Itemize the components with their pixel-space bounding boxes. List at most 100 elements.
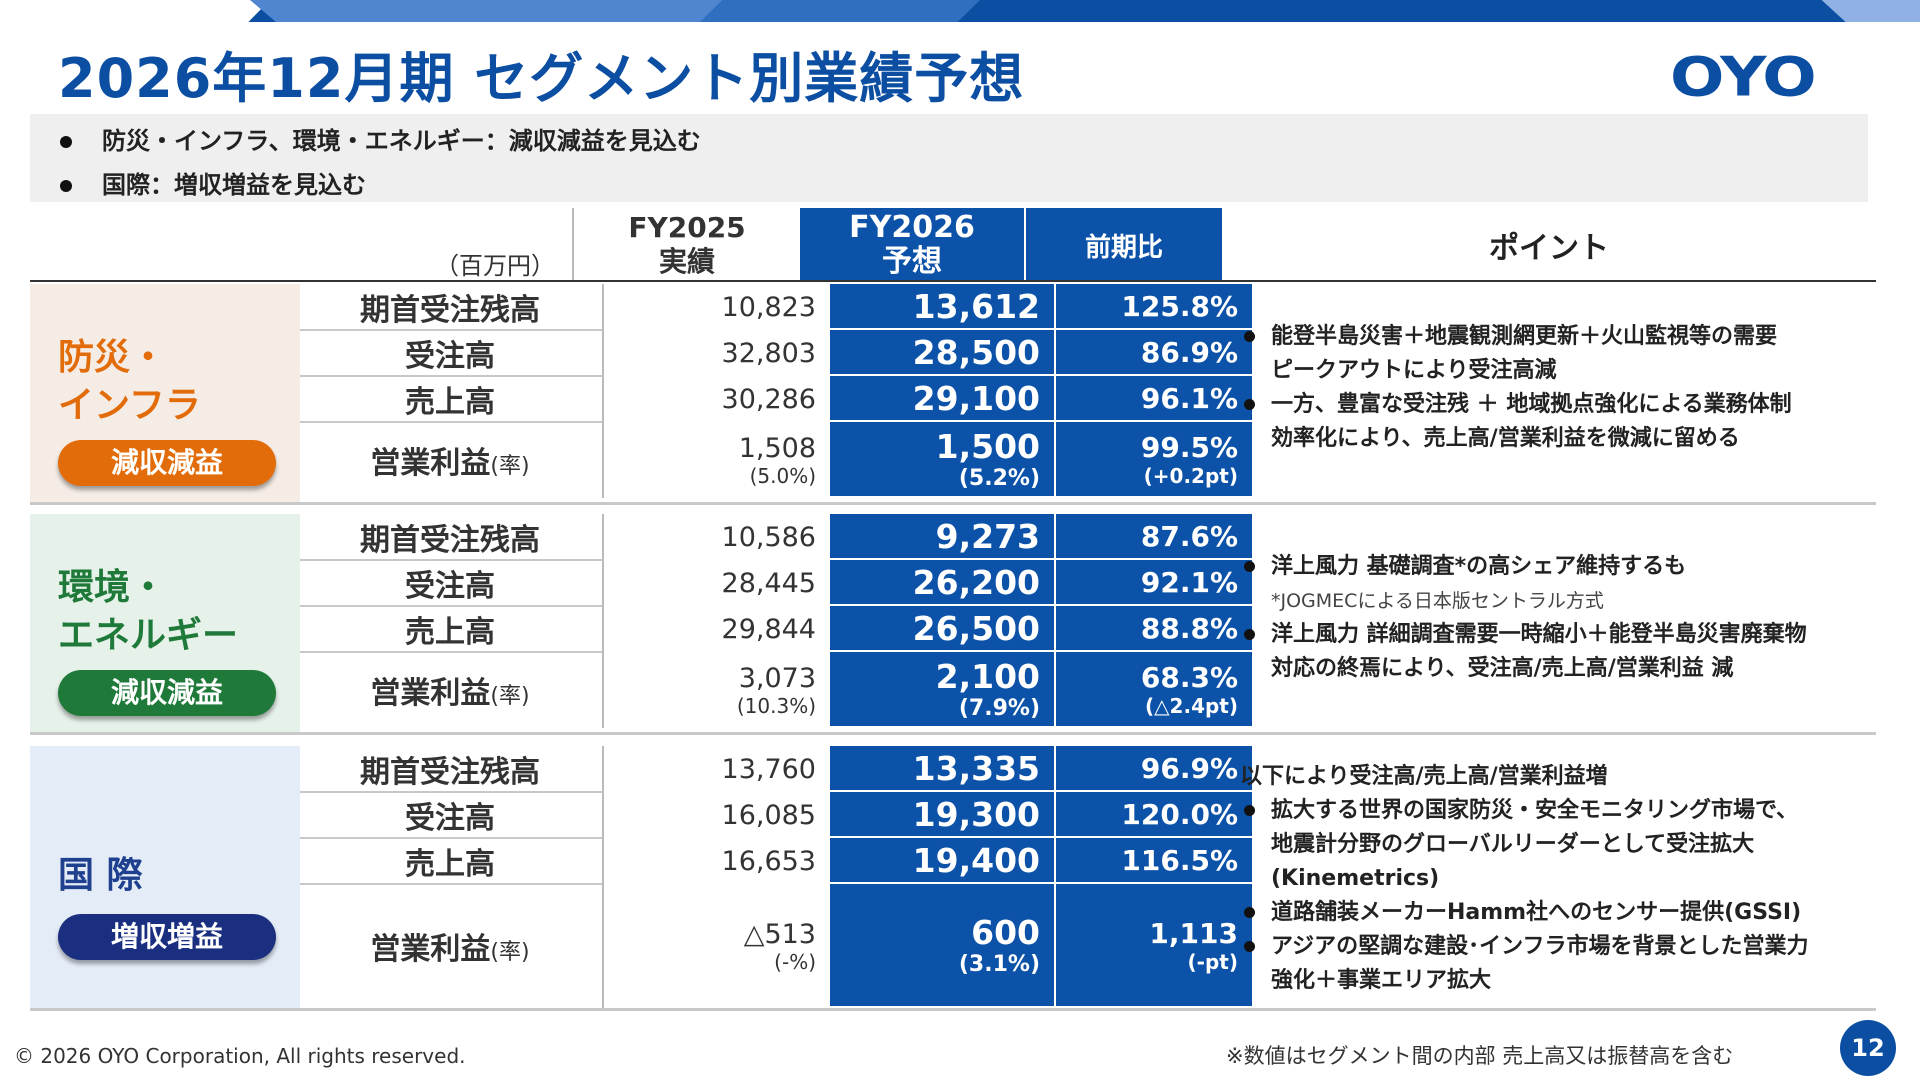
metric-label: 売上高 (300, 606, 600, 652)
point-text: *JOGMECによる日本版セントラル方式 (1271, 590, 1604, 612)
fy2026-cell-value: 13,335 (912, 748, 1040, 788)
yoy-cell-value: 99.5% (1140, 430, 1238, 464)
yoy-cell-subvalue: (△2.4pt) (1145, 693, 1238, 718)
point-text: 能登半島災害＋地震観測網更新＋火山監視等の需要 (1271, 324, 1778, 349)
fy2025-header: FY2025 実績 (572, 208, 800, 282)
fy2026-cell-value: 26,500 (912, 608, 1040, 648)
metric-label: 営業利益(率) (300, 884, 600, 1008)
point-line: 地震計分野のグローバルリーダーとして受注拡大 (1240, 828, 1808, 862)
fy2025-cell: 1,508 (5.0%) (602, 422, 828, 498)
fy2025-cell-value: 28,445 (721, 567, 816, 599)
fy2026-cell-value: 1,500 (935, 426, 1040, 466)
metric-label: 受注高 (300, 792, 600, 838)
fy2025-cell: 3,073 (10.3%) (602, 652, 828, 728)
metric-label-wrap: 営業利益(率) (370, 438, 529, 482)
segment-label-panel: 国 際増収増益 (30, 746, 300, 1010)
fy2026-cell-value: 28,500 (912, 332, 1040, 372)
page-number: 12 (1840, 1020, 1896, 1076)
metric-label: 売上高 (300, 838, 600, 884)
point-line: *JOGMECによる日本版セントラル方式 (1240, 584, 1807, 618)
metric-label-text: 営業利益 (370, 446, 491, 481)
fy2025-cell-value: 30,286 (721, 383, 816, 415)
metric-label: 売上高 (300, 376, 600, 422)
fy2026-cell: 29,100 (830, 376, 1054, 420)
metric-label-text: 営業利益 (370, 676, 491, 711)
yoy-cell: 116.5% (1056, 838, 1252, 882)
point-text: 地震計分野のグローバルリーダーとして受注拡大 (1271, 832, 1755, 857)
fy2025-cell: △513 (-%) (602, 884, 828, 1008)
point-text: 強化＋事業エリア拡大 (1271, 968, 1492, 993)
yoy-cell-value: 68.3% (1140, 660, 1238, 694)
metric-label: 営業利益(率) (300, 652, 600, 728)
rate-suffix: (率) (490, 454, 530, 479)
fy2026-cell-value: 19,300 (912, 794, 1040, 834)
fy2026-cell-value: 600 (971, 912, 1040, 952)
yoy-cell-value: 1,113 (1149, 916, 1238, 950)
segment-points: 以下により受注高/売上高/営業利益増 拡大する世界の国家防災・安全モニタリング市場… (1240, 760, 1808, 998)
metric-label-text: 受注高 (405, 801, 495, 836)
yoy-cell: 96.1% (1056, 376, 1252, 420)
fy2026-cell-value: 19,400 (912, 840, 1040, 880)
summary-box: 防災・インフラ、環境・エネルギー：減収減益を見込む 国際：増収増益を見込む (30, 114, 1868, 202)
fy2025-cell: 16,653 (602, 838, 828, 884)
yoy-cell-value: 92.1% (1140, 565, 1238, 599)
point-line: 以下により受注高/売上高/営業利益増 (1240, 760, 1808, 794)
point-line: 強化＋事業エリア拡大 (1240, 964, 1808, 998)
fy2026-cell: 19,400 (830, 838, 1054, 882)
fy2026-cell-subvalue: (5.2%) (958, 465, 1040, 491)
metric-label-text: 売上高 (405, 615, 495, 650)
fy2026-header: FY2026 予想 (800, 208, 1024, 282)
yoy-cell: 1,113 (-pt) (1056, 884, 1252, 1006)
yoy-cell: 96.9% (1056, 746, 1252, 790)
fy2026-cell-value: 9,273 (935, 516, 1040, 556)
segment-badge: 減収減益 (58, 440, 276, 486)
section-divider (30, 502, 1876, 505)
yoy-cell-value: 88.8% (1140, 611, 1238, 645)
fy2025-cell-value: 16,085 (721, 799, 816, 831)
metric-label-text: 期首受注残高 (360, 523, 540, 558)
fy2026-cell-value: 2,100 (935, 656, 1040, 696)
yoy-header: 前期比 (1026, 208, 1222, 282)
yoy-cell: 99.5% (+0.2pt) (1056, 422, 1252, 496)
fy2025-cell: 30,286 (602, 376, 828, 422)
fy2025-cell-value: 13,760 (721, 753, 816, 785)
point-text: 対応の終焉により、受注高/売上高/営業利益 減 (1271, 656, 1734, 681)
fy2025-cell-value: 29,844 (721, 613, 816, 645)
fy2026-cell-value: 26,200 (912, 562, 1040, 602)
fy2025-cell-subvalue: (5.0%) (749, 463, 816, 488)
segment-name: 環境・ エネルギー (58, 567, 239, 656)
fy2026-cell: 28,500 (830, 330, 1054, 374)
segment-label-panel: 環境・ エネルギー 減収減益 (30, 514, 300, 734)
yoy-cell: 87.6% (1056, 514, 1252, 558)
row-divider (300, 837, 602, 839)
summary-item: 防災・インフラ、環境・エネルギー：減収減益を見込む (60, 121, 701, 156)
summary-text: 防災・インフラ、環境・エネルギー：減収減益を見込む (102, 127, 701, 155)
metric-label-text: 売上高 (405, 847, 495, 882)
fy2026-cell-value: 13,612 (912, 286, 1040, 326)
metric-label-text: 期首受注残高 (360, 755, 540, 790)
yoy-cell: 125.8% (1056, 284, 1252, 328)
row-divider (300, 883, 602, 885)
fy2026-cell-subvalue: (3.1%) (958, 951, 1040, 977)
fy2026-cell: 600 (3.1%) (830, 884, 1054, 1006)
yoy-cell-value: 120.0% (1121, 797, 1238, 831)
point-text: 一方、豊富な受注残 ＋ 地域拠点強化による業務体制 (1271, 392, 1792, 417)
point-text: アジアの堅調な建設･インフラ市場を背景とした営業力 (1271, 934, 1809, 959)
fy2025-cell: 13,760 (602, 746, 828, 792)
fy2026-cell: 2,100 (7.9%) (830, 652, 1054, 726)
point-text: 洋上風力 詳細調査需要一時縮小＋能登半島災害廃棄物 (1271, 622, 1807, 647)
row-divider (300, 791, 602, 793)
bullet-icon (1244, 629, 1255, 640)
section-divider (30, 732, 1876, 735)
segment-name: 国 際 (58, 855, 143, 896)
segment-label-panel: 防災・ インフラ 減収減益 (30, 284, 300, 504)
page-title: 2026年12月期 セグメント別業績予想 (58, 47, 1025, 110)
fy2025-cell-value: 10,823 (721, 291, 816, 323)
point-line: (Kinemetrics) (1240, 862, 1808, 896)
fy2026-cell: 19,300 (830, 792, 1054, 836)
yoy-cell: 86.9% (1056, 330, 1252, 374)
yoy-cell-value: 86.9% (1140, 335, 1238, 369)
bullet-icon (1244, 941, 1255, 952)
point-line: アジアの堅調な建設･インフラ市場を背景とした営業力 (1240, 930, 1808, 964)
point-text: 以下により受注高/売上高/営業利益増 (1240, 764, 1608, 789)
